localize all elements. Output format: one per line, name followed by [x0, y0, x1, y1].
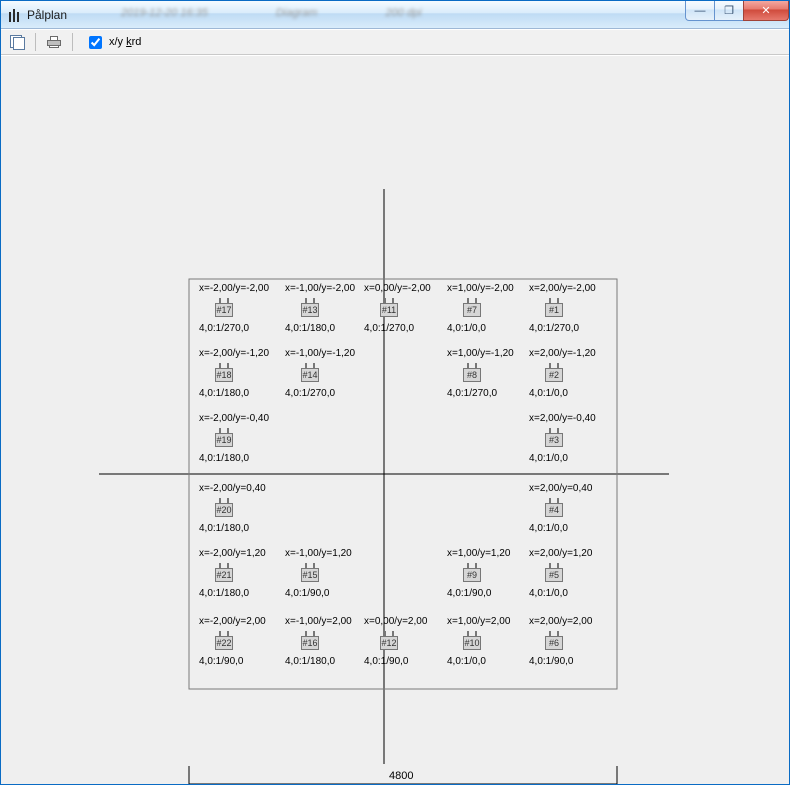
- pile-coord-label: x=1,00/y=2,00: [447, 616, 510, 627]
- pile-angle-label: 4,0:1/0,0: [529, 588, 568, 599]
- titlebar-blur-bg: 2019-12-20 16:35 Diagram 200 dpi: [121, 7, 422, 19]
- pile-coord-label: x=2,00/y=2,00: [529, 616, 592, 627]
- pile-angle-label: 4,0:1/180,0: [199, 388, 249, 399]
- pile-angle-label: 4,0:1/180,0: [285, 323, 335, 334]
- pile-coord-label: x=2,00/y=1,20: [529, 548, 592, 559]
- pile-marker[interactable]: #16: [301, 636, 319, 650]
- pile-coord-label: x=-2,00/y=-0,40: [199, 413, 269, 424]
- pile-angle-label: 4,0:1/0,0: [529, 453, 568, 464]
- print-icon: [47, 36, 61, 48]
- pile-marker[interactable]: #4: [545, 503, 563, 517]
- pile-angle-label: 4,0:1/0,0: [447, 656, 486, 667]
- xy-coord-checkbox-wrap: x/y krd: [85, 33, 141, 52]
- pile-coord-label: x=2,00/y=-1,20: [529, 348, 596, 359]
- pile-coord-label: x=-2,00/y=-2,00: [199, 283, 269, 294]
- maximize-button[interactable]: ❐: [714, 1, 744, 21]
- pile-angle-label: 4,0:1/180,0: [199, 453, 249, 464]
- pile-marker[interactable]: #5: [545, 568, 563, 582]
- pile-marker[interactable]: #18: [215, 368, 233, 382]
- pile-marker[interactable]: #7: [463, 303, 481, 317]
- pile-coord-label: x=-1,00/y=2,00: [285, 616, 352, 627]
- app-icon: [7, 8, 21, 22]
- pile-coord-label: x=2,00/y=-0,40: [529, 413, 596, 424]
- pile-marker[interactable]: #19: [215, 433, 233, 447]
- pile-marker[interactable]: #12: [380, 636, 398, 650]
- close-button[interactable]: ✕: [743, 1, 789, 21]
- pile-angle-label: 4,0:1/0,0: [529, 388, 568, 399]
- pile-marker[interactable]: #15: [301, 568, 319, 582]
- pile-marker[interactable]: #2: [545, 368, 563, 382]
- pile-marker[interactable]: #6: [545, 636, 563, 650]
- pile-angle-label: 4,0:1/90,0: [364, 656, 408, 667]
- pile-angle-label: 4,0:1/270,0: [285, 388, 335, 399]
- minimize-button[interactable]: —: [685, 1, 715, 21]
- pile-angle-label: 4,0:1/180,0: [285, 656, 335, 667]
- pile-angle-label: 4,0:1/270,0: [364, 323, 414, 334]
- app-window: Pålplan 2019-12-20 16:35 Diagram 200 dpi…: [0, 0, 790, 785]
- pile-coord-label: x=1,00/y=-2,00: [447, 283, 514, 294]
- pile-angle-label: 4,0:1/270,0: [199, 323, 249, 334]
- pile-marker[interactable]: #3: [545, 433, 563, 447]
- pile-marker[interactable]: #11: [380, 303, 398, 317]
- pile-coord-label: x=-2,00/y=2,00: [199, 616, 266, 627]
- window-buttons: — ❐ ✕: [686, 1, 789, 21]
- window-title: Pålplan: [27, 8, 67, 22]
- pile-coord-label: x=-2,00/y=1,20: [199, 548, 266, 559]
- pile-angle-label: 4,0:1/0,0: [529, 523, 568, 534]
- pile-angle-label: 4,0:1/90,0: [199, 656, 243, 667]
- pile-marker[interactable]: #10: [463, 636, 481, 650]
- pile-angle-label: 4,0:1/90,0: [529, 656, 573, 667]
- pile-coord-label: x=-1,00/y=1,20: [285, 548, 352, 559]
- pile-marker[interactable]: #1: [545, 303, 563, 317]
- print-button[interactable]: [42, 31, 66, 53]
- pile-marker[interactable]: #13: [301, 303, 319, 317]
- copy-icon: [10, 35, 24, 49]
- pile-coord-label: x=2,00/y=-2,00: [529, 283, 596, 294]
- pile-angle-label: 4,0:1/0,0: [447, 323, 486, 334]
- pile-angle-label: 4,0:1/180,0: [199, 523, 249, 534]
- diagram-canvas: 4800 x=-2,00/y=-2,00 #17 4,0:1/270,0 x=-1,00…: [9, 64, 781, 784]
- toolbar-separator: [72, 33, 73, 51]
- scale-label: 4800: [389, 770, 413, 782]
- xy-coord-label: x/y krd: [109, 36, 141, 48]
- pile-coord-label: x=-2,00/y=-1,20: [199, 348, 269, 359]
- pile-coord-label: x=-2,00/y=0,40: [199, 483, 266, 494]
- xy-coord-checkbox[interactable]: [89, 36, 102, 49]
- pile-angle-label: 4,0:1/90,0: [447, 588, 491, 599]
- pile-coord-label: x=1,00/y=1,20: [447, 548, 510, 559]
- pile-angle-label: 4,0:1/90,0: [285, 588, 329, 599]
- toolbar-separator: [35, 33, 36, 51]
- pile-coord-label: x=-1,00/y=-2,00: [285, 283, 355, 294]
- titlebar[interactable]: Pålplan 2019-12-20 16:35 Diagram 200 dpi…: [1, 1, 789, 29]
- pile-marker[interactable]: #8: [463, 368, 481, 382]
- pile-angle-label: 4,0:1/180,0: [199, 588, 249, 599]
- pile-coord-label: x=2,00/y=0,40: [529, 483, 592, 494]
- pile-marker[interactable]: #17: [215, 303, 233, 317]
- pile-marker[interactable]: #21: [215, 568, 233, 582]
- pile-coord-label: x=0,00/y=2,00: [364, 616, 427, 627]
- pile-angle-label: 4,0:1/270,0: [529, 323, 579, 334]
- pile-coord-label: x=-1,00/y=-1,20: [285, 348, 355, 359]
- pile-coord-label: x=1,00/y=-1,20: [447, 348, 514, 359]
- pile-marker[interactable]: #22: [215, 636, 233, 650]
- toolbar: x/y krd: [1, 29, 789, 55]
- pile-angle-label: 4,0:1/270,0: [447, 388, 497, 399]
- pile-marker[interactable]: #14: [301, 368, 319, 382]
- pile-coord-label: x=0,00/y=-2,00: [364, 283, 431, 294]
- client-area: 4800 x=-2,00/y=-2,00 #17 4,0:1/270,0 x=-1,00…: [1, 55, 789, 784]
- pile-marker[interactable]: #9: [463, 568, 481, 582]
- copy-button[interactable]: [5, 31, 29, 53]
- pile-marker[interactable]: #20: [215, 503, 233, 517]
